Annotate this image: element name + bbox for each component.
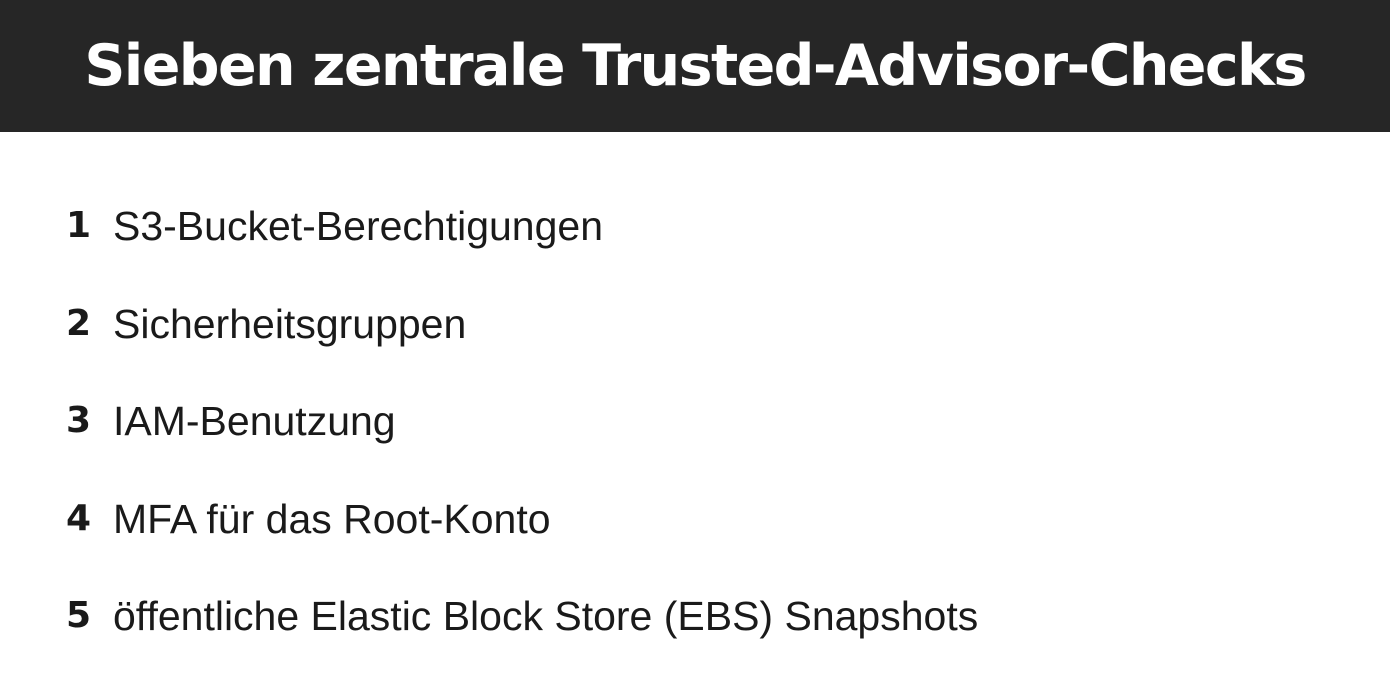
list-item-number: 3	[66, 400, 92, 441]
list-item-number: 5	[66, 595, 92, 636]
list-item-label: MFA für das Root-Konto	[113, 495, 551, 542]
list-item-label: öffentliche Elastic Block Store (EBS) Sn…	[113, 593, 979, 639]
list-item-label: IAM-Benutzung	[113, 398, 396, 444]
title-bar: Sieben zentrale Trusted-Advisor-Checks	[0, 0, 1390, 132]
list-item-label: Sicherheitsgruppen	[113, 300, 467, 347]
list-item-label: S3-Bucket-Berechtigungen	[113, 203, 604, 249]
list-item-number: 4	[66, 497, 92, 539]
page-title: Sieben zentrale Trusted-Advisor-Checks	[84, 32, 1307, 99]
list-item-number: 2	[66, 302, 92, 344]
list-item-number: 1	[66, 205, 92, 246]
